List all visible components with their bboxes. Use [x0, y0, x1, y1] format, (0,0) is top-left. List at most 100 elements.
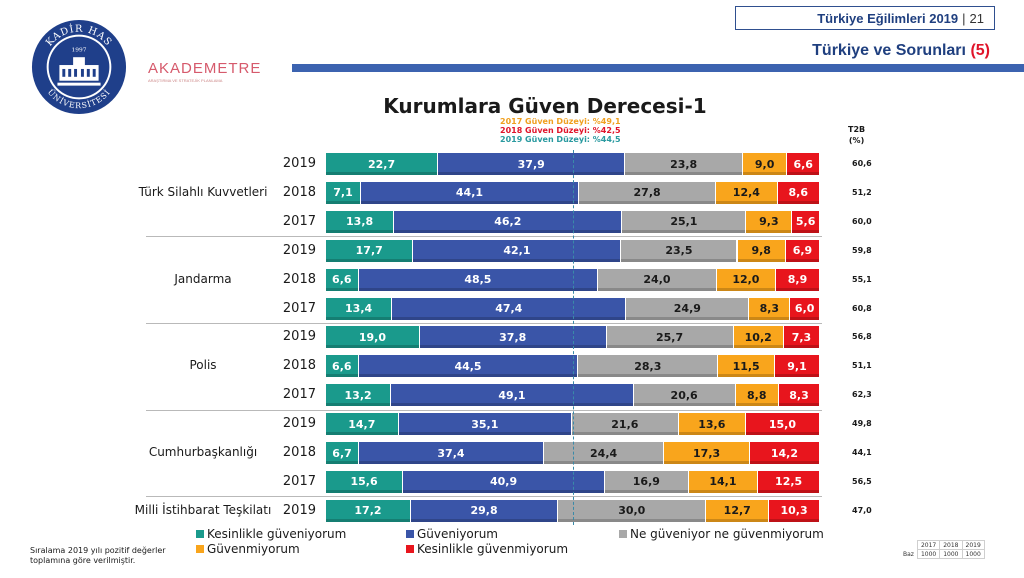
report-title: Türkiye Eğilimleri 2019: [817, 10, 959, 26]
bar-segment-kesinlikle-guveniyorum: 6,6: [326, 355, 359, 378]
bar-segment-guveniyorum: 46,2: [394, 210, 623, 233]
bar-segment-guvenmiyorum: 17,3: [664, 442, 750, 464]
baz-year: 2019: [961, 540, 985, 550]
bar-segment-kesinlikle-guvenmiyorum: 10,3: [769, 499, 820, 522]
legend-label: Ne güveniyor ne güvenmiyorum: [630, 527, 824, 541]
legend-guveniyorum: Güveniyorum: [406, 527, 498, 541]
baz-value: 1000: [961, 549, 985, 559]
bar-segment-kesinlikle-guveniyorum: 17,2: [326, 499, 411, 522]
bar-segment-ne-guveniyor: 25,1: [622, 210, 747, 233]
baz-value: 1000: [939, 549, 963, 559]
t2b-header-label: T2B: [848, 125, 866, 134]
bar-segment-guvenmiyorum: 12,4: [716, 181, 778, 204]
sorting-note: Sıralama 2019 yılı pozitif değerler topl…: [30, 546, 166, 565]
bar-segment-ne-guveniyor: 24,0: [598, 268, 717, 291]
institution-label: Türk Silahlı Kuvvetleri: [138, 184, 268, 199]
bar-segment-ne-guveniyor: 27,8: [578, 181, 717, 204]
t2b-value: 44,1: [852, 448, 872, 457]
bar-segment-guveniyorum: 40,9: [403, 470, 606, 493]
group-separator: [146, 322, 822, 324]
legend-guvenmiyorum: Güvenmiyorum: [196, 542, 300, 556]
year-label: 2017: [282, 300, 316, 316]
year-label: 2018: [282, 184, 316, 200]
year-label: 2019: [282, 156, 316, 171]
akademetre-logo: AKADEMETRE ARAŞTIRMA VE STRATEJİK PLANLA…: [148, 60, 261, 83]
group-separator: [146, 236, 822, 238]
bar-segment-guveniyorum: 37,8: [419, 326, 607, 349]
t2b-value: 56,8: [852, 332, 872, 342]
bar-segment-guveniyorum: 37,4: [359, 442, 544, 464]
bar-segment-kesinlikle-guvenmiyorum: 9,1: [775, 355, 820, 378]
bar-segment-guvenmiyorum: 13,6: [678, 413, 746, 436]
baz-year: 2018: [939, 540, 963, 550]
bar-segment-guvenmiyorum: 14,1: [688, 470, 759, 493]
bar-segment-guvenmiyorum: 9,8: [737, 239, 786, 262]
year-label: 2017: [282, 387, 316, 403]
bar-segment-kesinlikle-guveniyorum: 7,1: [326, 181, 362, 204]
t2b-value: 60,0: [852, 216, 872, 226]
year-label: 2019: [282, 502, 316, 518]
t2b-value: 55,1: [852, 274, 872, 284]
bar-segment-ne-guveniyor: 24,4: [543, 442, 665, 464]
legend-label: Güveniyorum: [417, 527, 498, 541]
bar-segment-guvenmiyorum: 8,8: [735, 384, 779, 407]
bar-segment-kesinlikle-guveniyorum: 17,7: [326, 239, 414, 262]
legend-label: Güvenmiyorum: [207, 542, 300, 556]
year-label: 2018: [282, 445, 316, 460]
bar-segment-kesinlikle-guvenmiyorum: 8,3: [778, 384, 820, 407]
bar-segment-guveniyorum: 48,5: [358, 268, 599, 291]
level-2017: 2017 Güven Düzeyi: %49,1: [500, 117, 621, 126]
bar-segment-guvenmiyorum: 12,7: [706, 499, 770, 522]
bar-segment-kesinlikle-guvenmiyorum: 8,9: [776, 268, 820, 291]
bar-segment-kesinlikle-guveniyorum: 15,6: [326, 470, 404, 493]
t2b-value: 59,8: [852, 245, 872, 255]
header-accent-bar: [292, 64, 1024, 72]
baz-year: 2017: [916, 540, 941, 550]
legend-label: Kesinlikle güveniyorum: [207, 527, 347, 541]
bar-segment-ne-guveniyor: 30,0: [558, 499, 707, 522]
bar-segment-ne-guveniyor: 28,3: [578, 355, 719, 378]
bar-segment-kesinlikle-guveniyorum: 13,4: [326, 297, 393, 320]
bar-segment-kesinlikle-guveniyorum: 22,7: [326, 153, 439, 175]
level-2018: 2018 Güven Düzeyi: %42,5: [500, 126, 621, 135]
university-logo-icon: KADİR HAS ÜNİVERSİTESİ 1997: [31, 19, 127, 115]
subtitle-number: (5): [970, 42, 990, 59]
bar-segment-guveniyorum: 37,9: [438, 153, 626, 175]
svg-text:1997: 1997: [72, 47, 87, 53]
year-label: 2017: [282, 473, 316, 489]
header-separator: |: [962, 10, 966, 26]
t2b-value: 51,2: [852, 187, 872, 197]
baz-label: Baz: [903, 550, 914, 558]
bar-segment-guvenmiyorum: 11,5: [718, 355, 776, 378]
bar-segment-kesinlikle-guveniyorum: 6,6: [326, 268, 359, 291]
t2b-value: 60,8: [852, 303, 872, 313]
legend-kesinlikle-guvenmiyorum: Kesinlikle güvenmiyorum: [406, 542, 568, 556]
legend-label: Kesinlikle güvenmiyorum: [417, 542, 569, 556]
subtitle-text: Türkiye ve Sorunları: [812, 42, 966, 59]
bar-segment-ne-guveniyor: 20,6: [633, 384, 736, 407]
bar-segment-kesinlikle-guvenmiyorum: 15,0: [745, 413, 820, 436]
report-header: Türkiye Eğilimleri 2019 | 21: [735, 6, 995, 30]
legend-swatch: [196, 530, 204, 538]
bar-segment-kesinlikle-guveniyorum: 13,2: [326, 384, 392, 407]
year-label: 2018: [282, 358, 316, 374]
t2b-value: 60,6: [852, 159, 872, 168]
bar-segment-kesinlikle-guvenmiyorum: 6,6: [787, 153, 820, 175]
brand-name: AKADEMETRE: [148, 60, 262, 77]
bar-segment-kesinlikle-guvenmiyorum: 12,5: [758, 470, 820, 493]
group-separator: [146, 409, 822, 411]
institution-label: Polis: [189, 358, 217, 373]
page-number: 21: [969, 10, 984, 26]
bar-segment-guveniyorum: 49,1: [391, 384, 634, 407]
bar-segment-guvenmiyorum: 9,3: [746, 210, 793, 233]
t2b-header: T2B (%): [848, 124, 865, 146]
bar-segment-kesinlikle-guvenmiyorum: 14,2: [749, 442, 820, 464]
bar-segment-kesinlikle-guvenmiyorum: 7,3: [783, 326, 820, 349]
baz-value: 1000: [916, 549, 941, 559]
year-label: 2019: [282, 416, 316, 432]
institution-label: Milli İstihbarat Teşkilatı: [134, 502, 272, 517]
bar-segment-guveniyorum: 29,8: [410, 499, 559, 522]
bar-segment-guveniyorum: 47,4: [392, 297, 627, 320]
base-table: 2017 2018 2019 Baz 1000 1000 1000: [900, 540, 985, 559]
